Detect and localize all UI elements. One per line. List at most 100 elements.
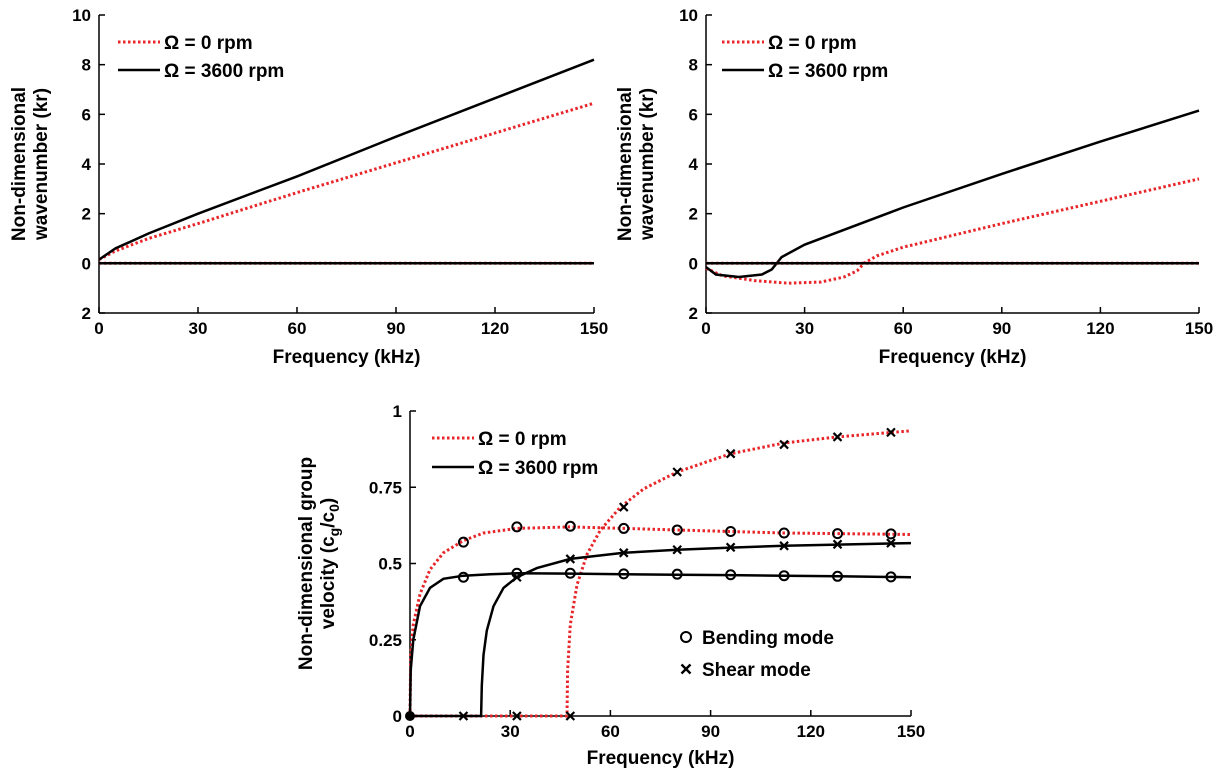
x-tick-label: 120 [797, 722, 825, 741]
x-tick-label: 90 [701, 722, 720, 741]
x-tick-label: 30 [795, 319, 814, 338]
shear-mode-marker [618, 502, 629, 512]
x-tick-label: 60 [894, 319, 913, 338]
legend-bending-icon [680, 631, 692, 643]
y-tick-label: 6 [82, 105, 91, 124]
y-tick-label: 0.75 [369, 478, 402, 497]
legend-bending-label: Bending mode [702, 628, 834, 649]
x-tick-label: 150 [1185, 319, 1213, 338]
markers [405, 427, 897, 721]
series-line-omega-3600 [705, 109, 1200, 279]
legend-label: Ω = 0 rpm [768, 33, 857, 54]
y-tick-label: 0.5 [378, 555, 402, 574]
bending-mode-marker [671, 524, 683, 536]
y-tick-label: 0 [82, 254, 91, 273]
series-line-omega-3600 [98, 58, 595, 261]
x-tick-label: 30 [189, 319, 208, 338]
y-tick-label: 4 [689, 155, 699, 174]
shear-mode-marker [565, 711, 576, 721]
y-tick-label: 6 [689, 105, 698, 124]
x-tick-label: 60 [601, 722, 620, 741]
bending-mode-marker [564, 567, 576, 579]
shear-mode-marker [672, 544, 682, 555]
legend-label: Ω = 0 rpm [164, 33, 253, 54]
x-tick-label: 150 [580, 319, 608, 338]
shear-mode-marker [618, 548, 629, 558]
shear-mode-marker [779, 439, 789, 450]
x-tick-label: 60 [288, 319, 307, 338]
y-tick-label: 2 [82, 205, 91, 224]
shear-mode-marker [725, 448, 736, 459]
x-axis-label: Frequency (kHz) [273, 347, 421, 368]
y-tick-label: 2 [689, 205, 698, 224]
bending-mode-marker [778, 570, 790, 582]
y-tick-label: 1 [393, 402, 402, 421]
y-tick-label: 0.25 [369, 631, 402, 650]
series-line-omega-0 [408, 525, 912, 717]
x-axis-label: Frequency (kHz) [879, 347, 1027, 368]
y-tick-label: 8 [689, 56, 698, 75]
y-tick-label: 4 [82, 155, 92, 174]
shear-mode-marker [512, 711, 522, 721]
legend-label: Ω = 3600 rpm [478, 458, 598, 479]
shear-mode-marker [832, 432, 843, 442]
shear-mode-marker [565, 554, 576, 564]
x-tick-label: 150 [897, 722, 925, 741]
bending-mode-marker [618, 522, 630, 534]
shear-mode-marker [779, 541, 789, 551]
bending-mode-marker [457, 536, 469, 548]
bending-mode-marker [725, 569, 737, 581]
x-tick-label: 120 [481, 319, 509, 338]
x-tick-label: 90 [992, 319, 1011, 338]
y-tick-label: 2 [82, 304, 91, 323]
origin-marker [405, 711, 415, 721]
bending-mode-marker [511, 521, 523, 533]
series-line-omega-0 [705, 177, 1200, 285]
shear-mode-marker [886, 538, 896, 548]
bending-mode-marker [564, 520, 576, 532]
series-line-branch [410, 429, 912, 718]
x-tick-label: 30 [501, 722, 520, 741]
y-tick-label: 0 [689, 254, 698, 273]
y-tick-label: 10 [679, 6, 698, 25]
legend-shear-label: Shear mode [702, 660, 811, 681]
y-tick-label: 0 [393, 707, 402, 726]
shear-mode-marker [832, 539, 843, 550]
shear-mode-marker [512, 572, 522, 583]
y-axis-label: wavenumber (kr) [637, 88, 658, 241]
chart-panel-3: 0 0.25 0.5 0.75 1 0 30 60 90 120 150 Frequency (kHz… [296, 402, 925, 769]
x-tick-label: 90 [387, 319, 406, 338]
shear-mode-marker [886, 427, 896, 438]
x-tick-label: 0 [94, 319, 103, 338]
legend-label: Ω = 3600 rpm [768, 61, 888, 82]
bending-mode-marker [885, 571, 897, 583]
y-axis-label: velocity (cg/c0) [318, 498, 342, 629]
y-axis-label: Non-dimensional group [296, 457, 317, 670]
x-tick-label: 0 [701, 319, 710, 338]
series-line-branch [410, 541, 912, 718]
y-axis-label: Non-dimensional [9, 87, 30, 241]
y-tick-label: 10 [72, 6, 91, 25]
bending-mode-marker [832, 570, 844, 582]
y-axis-label: Non-dimensional [615, 87, 636, 241]
bending-mode-marker [618, 568, 630, 580]
y-axis-label: wavenumber (kr) [31, 88, 52, 241]
shear-mode-marker [458, 711, 469, 721]
bending-mode-marker [778, 527, 790, 539]
bending-mode-marker [457, 571, 469, 583]
series-line-omega-0 [98, 101, 595, 261]
x-axis-label: Frequency (kHz) [587, 748, 735, 769]
bending-mode-marker [671, 568, 683, 580]
shear-mode-marker [672, 467, 682, 477]
bending-mode-marker [885, 528, 897, 540]
x-tick-label: 0 [405, 722, 414, 741]
x-tick-label: 120 [1086, 319, 1114, 338]
series-line-omega-3600 [408, 572, 912, 717]
bending-mode-marker [725, 525, 737, 537]
bending-mode-marker [832, 528, 844, 540]
legend-shear-icon [680, 663, 692, 675]
legend-label: Ω = 3600 rpm [164, 61, 284, 82]
